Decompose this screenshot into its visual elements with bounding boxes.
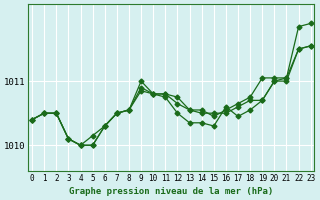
X-axis label: Graphe pression niveau de la mer (hPa): Graphe pression niveau de la mer (hPa) bbox=[69, 187, 274, 196]
